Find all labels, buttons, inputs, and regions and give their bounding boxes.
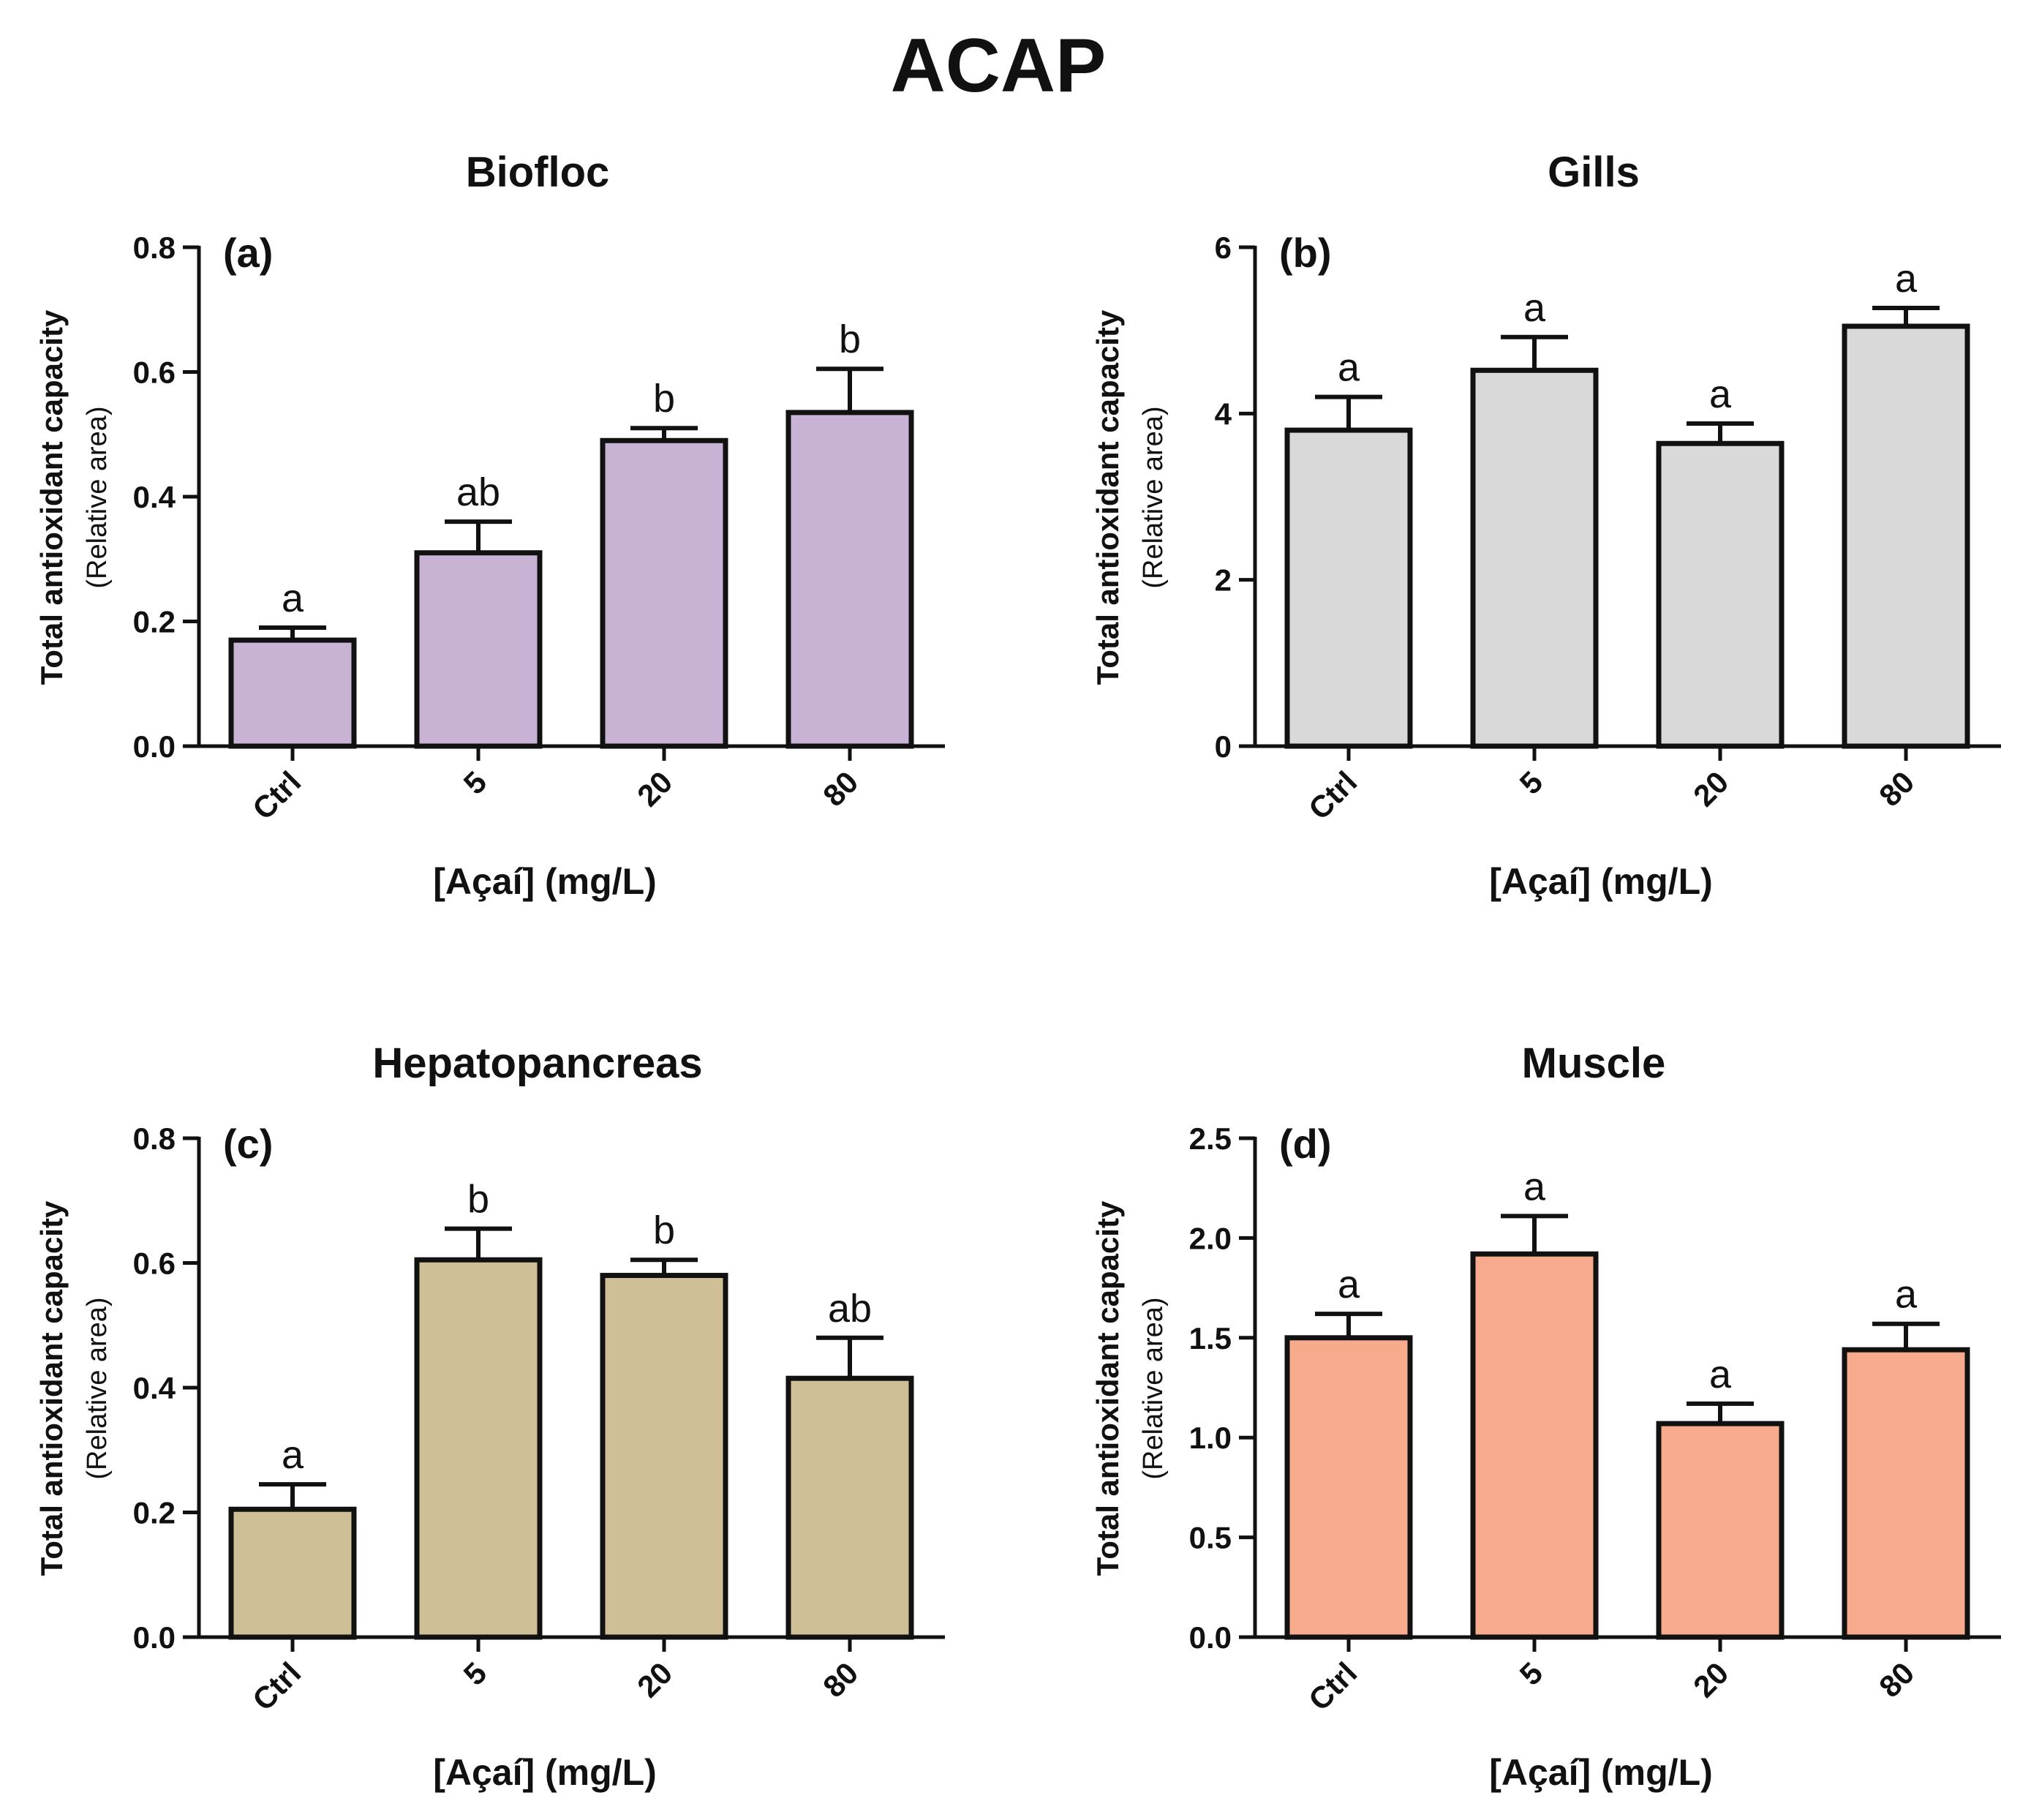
significance-letter: a — [1338, 1263, 1360, 1306]
x-tick-label: 80 — [1872, 764, 1921, 813]
significance-letter: b — [653, 1208, 675, 1252]
panel-label: (a) — [223, 230, 273, 276]
x-axis-label: [Açaí] (mg/L) — [1489, 1752, 1713, 1793]
x-tick-label: 5 — [457, 1655, 494, 1692]
y-tick-label: 0.5 — [1189, 1521, 1232, 1555]
x-tick-label: 20 — [630, 764, 679, 813]
significance-letter: a — [1709, 372, 1732, 416]
y-tick-label: 0.4 — [133, 1371, 176, 1405]
chart-panel-1: Biofloc (a) Total antioxidant capacity (Rel… — [34, 148, 945, 902]
x-tick-label: 5 — [1513, 764, 1550, 801]
bar — [1656, 440, 1785, 749]
significance-letter: b — [467, 1178, 489, 1222]
significance-letter: a — [1338, 346, 1360, 390]
significance-letter: a — [1895, 257, 1918, 301]
bar — [785, 410, 914, 749]
bar — [414, 550, 543, 749]
y-tick-label: 2.0 — [1189, 1221, 1232, 1255]
y-tick-label: 4 — [1215, 396, 1232, 431]
x-tick-label: 20 — [1687, 764, 1735, 813]
x-axis-label: [Açaí] (mg/L) — [433, 861, 657, 902]
significance-letter: b — [653, 377, 675, 421]
y-tick-label: 1.0 — [1189, 1421, 1232, 1455]
chart-panel-2: Gills (b) Total antioxidant capacity (Relat… — [1090, 148, 2001, 902]
significance-letter: a — [282, 1433, 304, 1477]
y-tick-label: 0.8 — [133, 230, 176, 265]
y-axis-label: Total antioxidant capacity — [34, 309, 69, 685]
significance-letter: b — [839, 317, 861, 361]
x-tick-label: 20 — [630, 1655, 679, 1704]
chart-panels: Biofloc (a) Total antioxidant capacity (Rel… — [34, 148, 2001, 1793]
significance-letter: a — [282, 576, 304, 620]
y-tick-label: 0.0 — [133, 1620, 176, 1655]
x-axis-label: [Açaí] (mg/L) — [433, 1752, 657, 1793]
bar — [228, 1506, 357, 1640]
x-tick-label: 80 — [816, 1655, 864, 1704]
bar — [1842, 1347, 1970, 1640]
y-axis-sublabel: (Relative area) — [1138, 1297, 1169, 1479]
chart-panel-3: Hepatopancreas (c) Total antioxidant capac… — [34, 1039, 945, 1793]
panel-title: Biofloc — [466, 148, 610, 196]
y-tick-label: 0.6 — [133, 356, 176, 390]
bar — [1470, 1251, 1599, 1640]
y-axis-label: Total antioxidant capacity — [1090, 309, 1125, 685]
significance-letter: a — [1709, 1353, 1732, 1396]
bar — [1284, 427, 1413, 749]
bar — [1470, 367, 1599, 749]
y-tick-label: 2.5 — [1189, 1121, 1232, 1156]
y-axis-label: Total antioxidant capacity — [34, 1200, 69, 1576]
bar — [600, 437, 728, 749]
panel-label: (d) — [1279, 1121, 1332, 1167]
x-tick-label: Ctrl — [1302, 1655, 1363, 1717]
significance-letter: ab — [828, 1287, 872, 1331]
bar — [228, 637, 357, 749]
x-tick-label: 20 — [1687, 1655, 1735, 1704]
x-tick-label: Ctrl — [246, 1655, 307, 1717]
significance-letter: a — [1523, 1165, 1546, 1208]
panel-label: (b) — [1279, 230, 1332, 276]
significance-letter: ab — [456, 470, 500, 514]
y-tick-label: 0 — [1215, 729, 1232, 764]
y-tick-label: 0.6 — [133, 1246, 176, 1281]
panel-title: Muscle — [1522, 1039, 1666, 1087]
y-tick-label: 0.2 — [133, 1496, 176, 1530]
significance-letter: a — [1523, 286, 1546, 330]
figure-title: ACAP — [891, 23, 1107, 108]
y-tick-label: 0.4 — [133, 480, 176, 514]
bar — [785, 1375, 914, 1640]
y-tick-label: 0.8 — [133, 1121, 176, 1156]
bar — [1284, 1335, 1413, 1640]
panel-title: Hepatopancreas — [372, 1039, 702, 1087]
y-axis-sublabel: (Relative area) — [82, 1297, 113, 1479]
x-tick-label: 80 — [816, 764, 864, 813]
y-tick-label: 2 — [1215, 563, 1232, 598]
y-tick-label: 0.0 — [1189, 1620, 1232, 1655]
y-axis-label: Total antioxidant capacity — [1090, 1200, 1125, 1576]
significance-letter: a — [1895, 1273, 1918, 1317]
y-tick-label: 1.5 — [1189, 1321, 1232, 1355]
y-tick-label: 0.0 — [133, 729, 176, 764]
y-tick-label: 0.2 — [133, 605, 176, 639]
x-tick-label: 5 — [457, 764, 494, 801]
x-axis-label: [Açaí] (mg/L) — [1489, 861, 1713, 902]
y-axis-sublabel: (Relative area) — [1138, 406, 1169, 588]
chart-panel-4: Muscle (d) Total antioxidant capacity (Rela… — [1090, 1039, 2001, 1793]
x-tick-label: 80 — [1872, 1655, 1921, 1704]
y-tick-label: 6 — [1215, 230, 1232, 265]
bar — [1656, 1421, 1785, 1640]
y-axis-sublabel: (Relative area) — [82, 406, 113, 588]
bar — [414, 1257, 543, 1640]
panel-title: Gills — [1548, 148, 1640, 196]
x-tick-label: 5 — [1513, 1655, 1550, 1692]
x-tick-label: Ctrl — [246, 764, 307, 826]
bar — [600, 1273, 728, 1640]
bar — [1842, 323, 1970, 749]
panel-label: (c) — [223, 1121, 273, 1167]
x-tick-label: Ctrl — [1302, 764, 1363, 826]
